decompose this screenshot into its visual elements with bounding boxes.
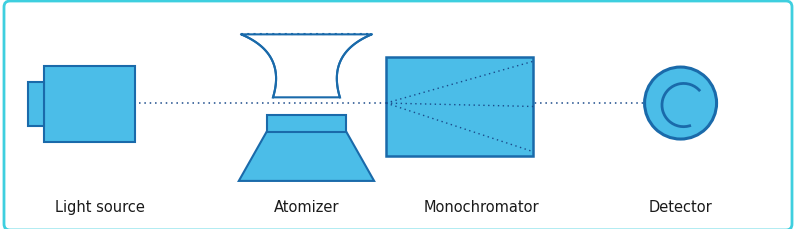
FancyBboxPatch shape <box>28 82 44 126</box>
FancyBboxPatch shape <box>4 1 792 229</box>
FancyBboxPatch shape <box>386 57 533 156</box>
Text: Atomizer: Atomizer <box>274 200 339 215</box>
Circle shape <box>645 67 716 139</box>
Text: Monochromator: Monochromator <box>423 200 540 215</box>
Text: Detector: Detector <box>649 200 712 215</box>
Polygon shape <box>239 132 374 181</box>
FancyBboxPatch shape <box>44 66 135 142</box>
FancyBboxPatch shape <box>267 114 346 132</box>
Text: Light source: Light source <box>55 200 144 215</box>
Polygon shape <box>241 34 372 97</box>
